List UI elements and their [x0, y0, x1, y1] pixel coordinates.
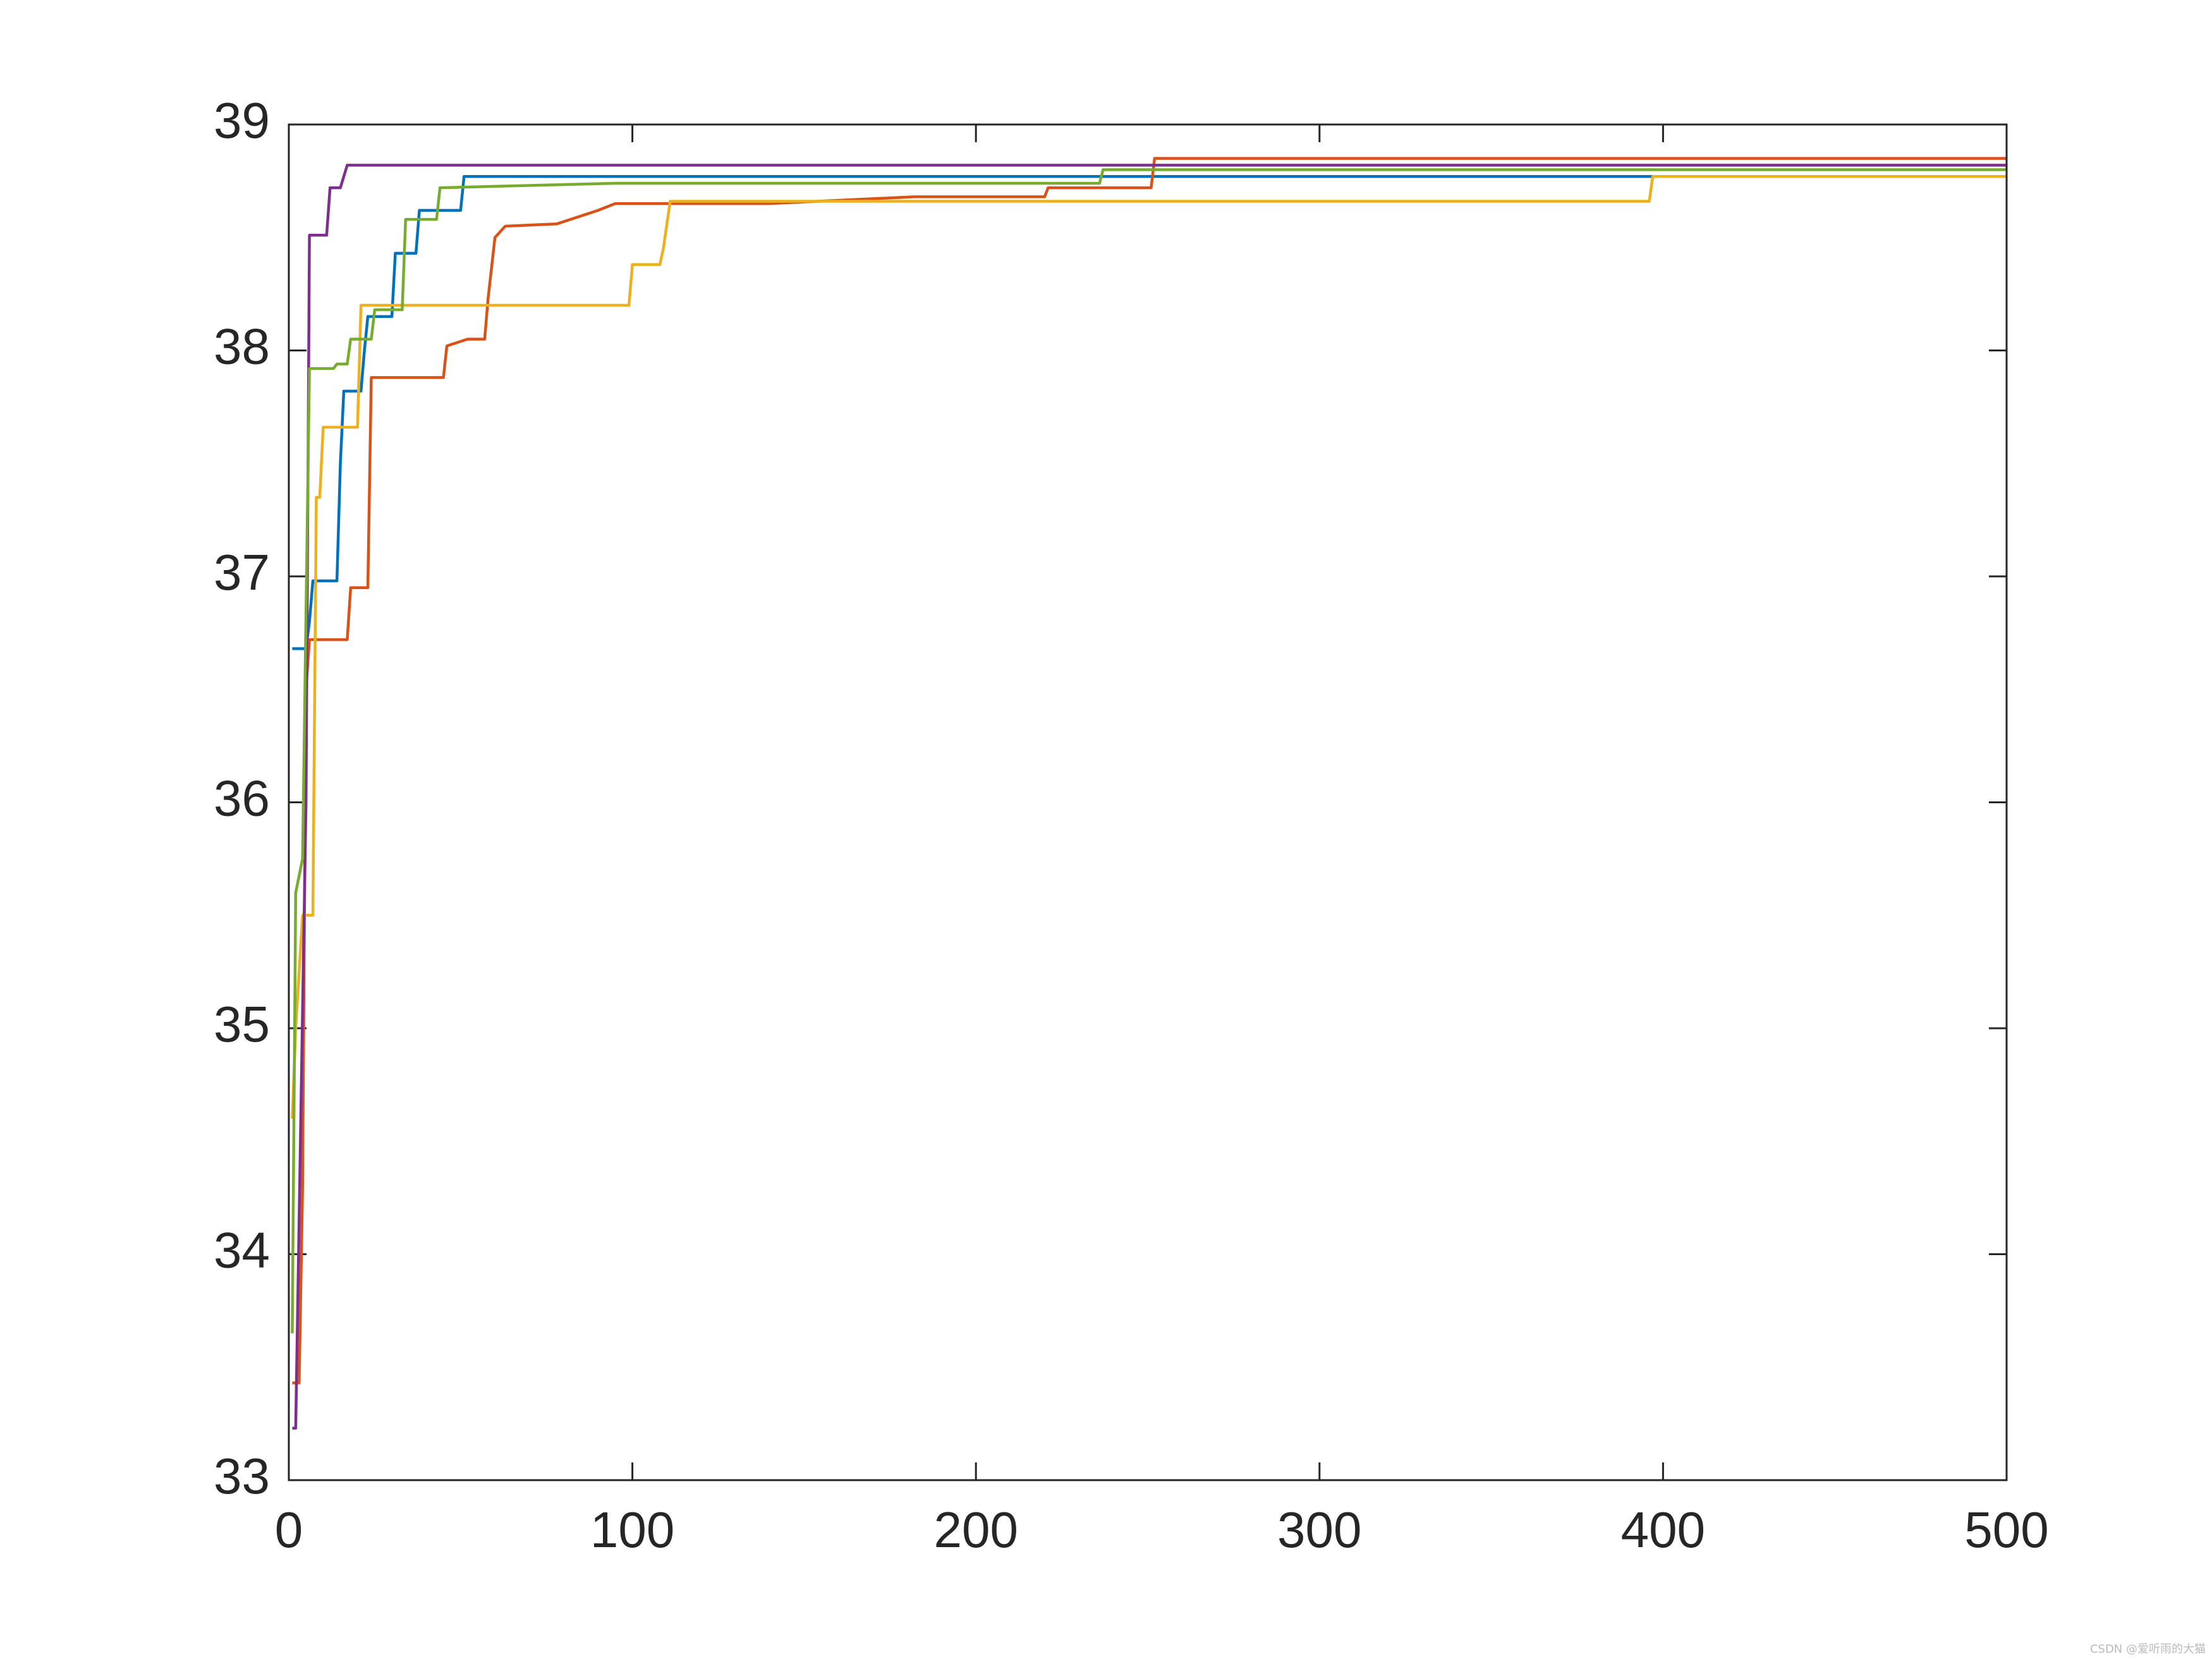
y-tick-label: 33 — [214, 1448, 270, 1504]
x-tick-label: 0 — [275, 1502, 303, 1558]
y-tick-label: 35 — [214, 996, 270, 1052]
x-tick-label: 500 — [1964, 1502, 2048, 1558]
series-line — [292, 174, 2007, 650]
x-tick-label: 100 — [590, 1502, 674, 1558]
series-line — [291, 168, 2007, 1334]
x-tick-label: 300 — [1277, 1502, 1361, 1558]
y-tick-label: 38 — [214, 319, 270, 375]
y-tick-label: 39 — [214, 92, 270, 149]
watermark: CSDN @爱听雨的大猫 — [2090, 1643, 2206, 1656]
y-tick-label: 36 — [214, 770, 270, 827]
series-line — [292, 164, 2007, 1430]
plot-frame — [288, 123, 2008, 1481]
series-line — [291, 174, 2007, 1119]
y-tick-label: 34 — [214, 1222, 270, 1279]
x-tick-label: 200 — [933, 1502, 1018, 1558]
y-tick-label: 37 — [214, 544, 270, 600]
series-line — [292, 157, 2007, 1385]
x-tick-label: 400 — [1621, 1502, 1705, 1558]
